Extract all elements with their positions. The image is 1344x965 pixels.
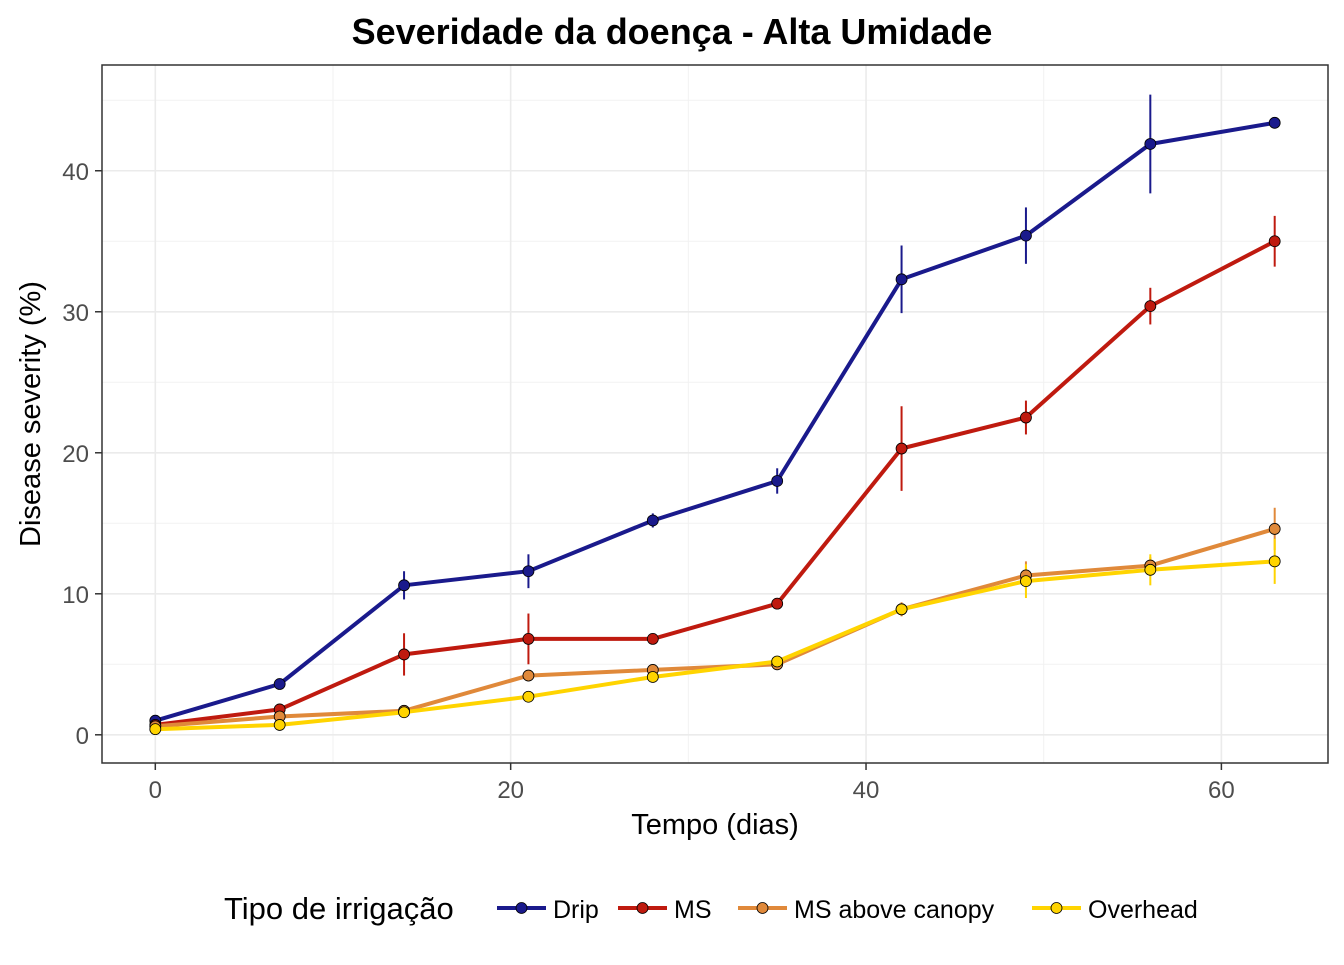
data-point-overhead xyxy=(522,690,535,703)
legend-items: Drip MS MS above canopy Overhead xyxy=(497,896,1198,924)
error-bars xyxy=(154,94,1276,732)
data-point-overhead xyxy=(398,706,410,719)
data-point-ms xyxy=(1144,300,1157,313)
data-point-ms xyxy=(398,648,410,661)
legend-label: Overhead xyxy=(1088,896,1198,924)
data-point-drip xyxy=(1268,116,1281,129)
y-tick-label: 0 xyxy=(76,723,89,750)
legend-label: MS xyxy=(674,896,712,924)
data-point-overhead xyxy=(1020,575,1032,587)
data-point-drip xyxy=(1144,138,1157,150)
y-tick-label: 10 xyxy=(62,582,89,609)
series-line-drip xyxy=(153,120,1277,723)
data-point-ms-above-canopy xyxy=(1268,523,1281,535)
x-tick-label: 60 xyxy=(1208,777,1235,804)
y-tick-label: 40 xyxy=(62,159,89,186)
legend-item-ms: MS xyxy=(618,896,712,924)
series-line-overhead xyxy=(153,559,1277,732)
data-point-drip xyxy=(273,678,286,690)
data-point-drip xyxy=(646,514,659,527)
y-tick-label: 20 xyxy=(62,441,89,468)
data-point-drip xyxy=(771,475,784,487)
data-point-ms xyxy=(895,442,908,455)
data-point-ms xyxy=(1268,235,1281,248)
legend-item-ms-above-canopy: MS above canopy xyxy=(738,896,995,924)
legend-key-point xyxy=(636,902,649,914)
legend-item-overhead: Overhead xyxy=(1032,896,1198,924)
x-tick-label: 0 xyxy=(149,777,162,804)
data-point-drip xyxy=(895,273,908,286)
data-point-overhead xyxy=(1144,563,1157,576)
data-point-overhead xyxy=(646,671,659,683)
data-point-ms xyxy=(522,633,535,645)
grid-lines xyxy=(102,65,1328,763)
y-tick-label: 30 xyxy=(62,300,89,327)
y-axis-label: Disease severity (%) xyxy=(15,281,47,547)
legend-title: Tipo de irrigação xyxy=(224,891,454,926)
x-axis-label: Tempo (dias) xyxy=(631,809,799,841)
data-point-ms-above-canopy xyxy=(522,669,535,682)
legend-key-point xyxy=(756,902,769,914)
data-point-overhead xyxy=(273,719,286,731)
data-point-overhead xyxy=(1268,555,1281,568)
series-lines xyxy=(153,120,1277,732)
data-point-ms xyxy=(1020,411,1032,424)
legend-key-point xyxy=(515,902,528,914)
plot-panel-border xyxy=(101,64,1329,764)
data-point-drip xyxy=(398,579,410,592)
x-tick-label: 40 xyxy=(853,777,880,804)
series-points xyxy=(149,116,1281,736)
axes: 0 20 40 60 0 10 20 30 40 xyxy=(62,159,1234,804)
data-point-drip xyxy=(1020,229,1032,242)
legend-label: MS above canopy xyxy=(794,896,995,924)
legend-key-point xyxy=(1050,902,1063,914)
chart-title: Severidade da doença - Alta Umidade xyxy=(352,11,993,52)
legend-item-drip: Drip xyxy=(497,896,599,924)
x-tick-label: 20 xyxy=(497,777,524,804)
data-point-overhead xyxy=(149,723,162,736)
data-point-ms xyxy=(646,633,659,645)
series-line-ms xyxy=(153,239,1277,727)
legend-label: Drip xyxy=(553,896,599,924)
series-line-ms-above-canopy xyxy=(153,526,1277,729)
legend: Tipo de irrigação Drip MS MS above canopy O… xyxy=(224,891,1198,926)
data-point-ms xyxy=(771,597,784,610)
data-point-overhead xyxy=(895,603,908,616)
data-point-overhead xyxy=(771,655,784,668)
data-point-drip xyxy=(522,565,535,578)
